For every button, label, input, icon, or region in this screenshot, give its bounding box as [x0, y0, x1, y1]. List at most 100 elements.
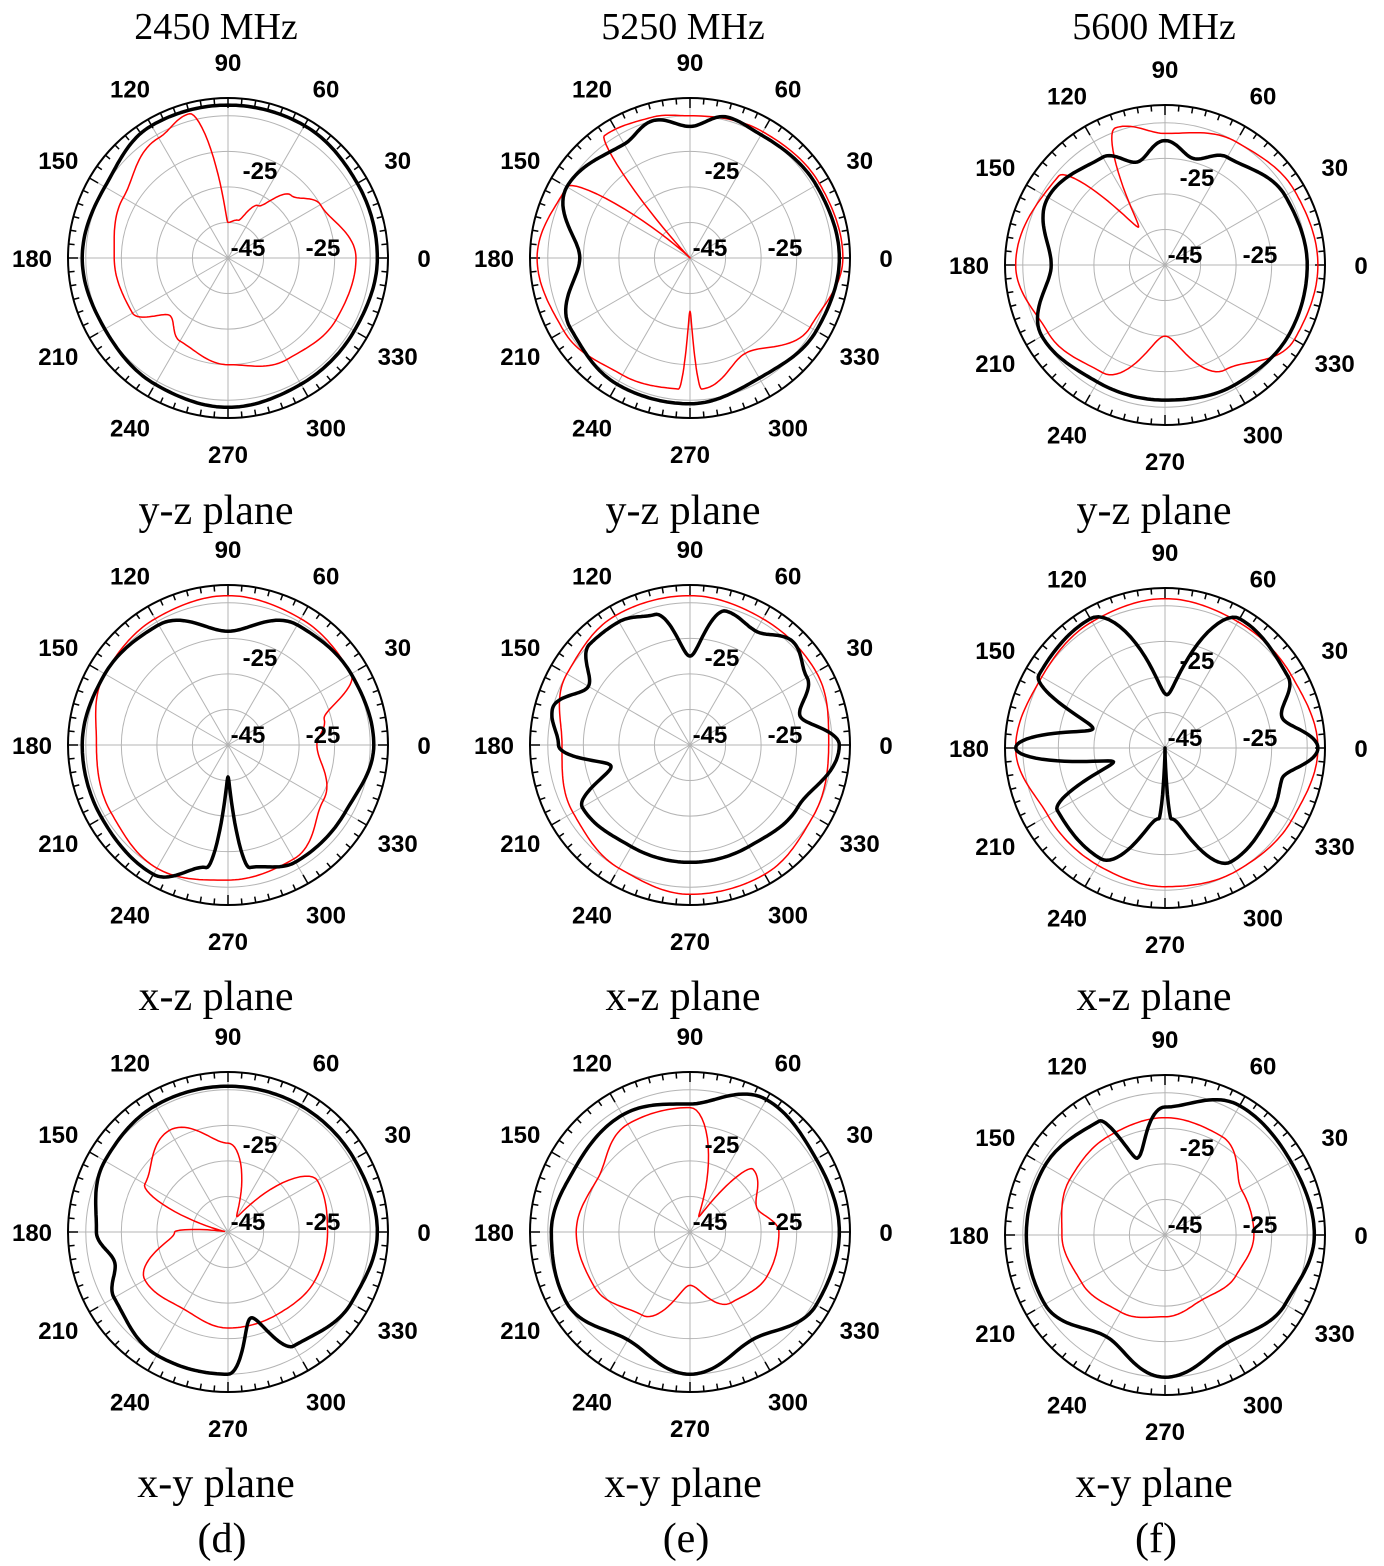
- plane-label-xz-2: x-z plane: [605, 974, 760, 1020]
- angle-tick: [1290, 1142, 1297, 1148]
- angle-label-90: 90: [677, 1024, 704, 1051]
- series-thin-red: [142, 1126, 329, 1329]
- angle-tick: [1041, 846, 1048, 852]
- grid-spoke: [1084, 1096, 1166, 1236]
- angle-tick: [741, 402, 746, 409]
- angle-tick: [544, 189, 551, 194]
- angle-tick: [302, 874, 309, 884]
- angle-tick: [124, 862, 130, 869]
- angle-tick: [1150, 1388, 1153, 1395]
- angle-tick: [834, 796, 841, 801]
- angle-tick: [702, 898, 705, 905]
- angle-label-300: 300: [306, 903, 346, 930]
- angle-tick: [777, 1100, 783, 1107]
- angle-tick: [1273, 1343, 1279, 1349]
- angle-tick: [535, 784, 542, 788]
- series-thick-black: [561, 114, 842, 406]
- angle-tick: [135, 870, 141, 877]
- angle-tick: [647, 1380, 651, 1387]
- ring-label: -25: [1243, 242, 1278, 269]
- angle-label-210: 210: [975, 834, 1015, 861]
- angle-tick: [551, 819, 561, 826]
- angle-tick: [376, 1271, 383, 1275]
- ring-label: -45: [693, 1209, 728, 1236]
- angle-tick: [1313, 304, 1320, 308]
- angle-tick: [1007, 1261, 1014, 1264]
- angle-tick: [213, 1385, 216, 1392]
- angle-tick: [647, 103, 651, 110]
- angle-label-30: 30: [846, 1122, 873, 1149]
- angle-tick: [764, 874, 771, 884]
- angle-tick: [135, 1100, 141, 1107]
- angle-tick: [302, 606, 309, 616]
- angle-tick: [1229, 1374, 1234, 1381]
- angle-tick: [172, 889, 177, 896]
- angle-tick: [741, 107, 746, 114]
- angle-label-150: 150: [500, 635, 540, 662]
- grid-spoke: [1084, 126, 1166, 266]
- angle-label-120: 120: [110, 563, 150, 590]
- angle-tick: [240, 1072, 243, 1079]
- angle-tick: [1263, 865, 1269, 872]
- angle-tick: [1096, 602, 1101, 609]
- outer-ring: [529, 584, 851, 906]
- angle-tick: [558, 652, 565, 658]
- angle-tick: [73, 215, 80, 219]
- angle-tick: [135, 613, 141, 620]
- angle-tick: [381, 1217, 388, 1220]
- angle-tick: [279, 107, 284, 114]
- angle-tick: [70, 229, 77, 232]
- angle-tick: [96, 832, 103, 838]
- angle-tick: [1005, 1247, 1012, 1250]
- ring-label: -25: [768, 235, 803, 262]
- plane-label-yz-3: y-z plane: [1076, 488, 1231, 534]
- angle-label-270: 270: [208, 1416, 248, 1443]
- angle-tick: [73, 784, 80, 788]
- angle-tick: [597, 870, 603, 877]
- angle-tick: [326, 621, 332, 628]
- ring-label: -25: [1180, 648, 1215, 675]
- angle-tick: [1239, 1364, 1246, 1374]
- angle-tick: [73, 1271, 80, 1275]
- angle-label-90: 90: [1152, 1027, 1179, 1054]
- angle-tick: [1309, 1286, 1316, 1291]
- polar-plot-8: 0 30 60 90 120 150 180 210 240 270 300 330 -45 -25 -25: [474, 1024, 893, 1443]
- angle-tick: [807, 356, 814, 362]
- angle-tick: [213, 898, 216, 905]
- grid-spoke: [689, 664, 829, 746]
- angle-tick: [621, 397, 626, 404]
- ring-label: -45: [1168, 242, 1203, 269]
- angle-tick: [1019, 1299, 1026, 1304]
- ring-label: -45: [231, 1209, 266, 1236]
- angle-tick: [815, 652, 822, 658]
- angle-label-240: 240: [110, 416, 150, 443]
- angle-label-180: 180: [949, 736, 989, 763]
- angle-tick: [1294, 339, 1304, 346]
- grid-spoke: [227, 664, 367, 746]
- grid-spoke: [689, 119, 771, 259]
- angle-tick: [357, 664, 367, 671]
- angle-tick: [551, 332, 561, 339]
- angle-label-330: 330: [840, 831, 880, 858]
- angle-tick: [729, 406, 733, 413]
- angle-tick: [1229, 602, 1234, 609]
- polar-plot-6: 0 30 60 90 120 150 180 210 240 270 300 330 -45 -25 -25: [949, 540, 1368, 959]
- angle-tick: [558, 1319, 565, 1325]
- angle-tick: [240, 898, 243, 905]
- ring-label: -45: [693, 235, 728, 262]
- angle-tick: [1177, 1075, 1180, 1082]
- angle-tick: [1033, 1322, 1040, 1328]
- angle-tick: [124, 1108, 130, 1115]
- angle-tick: [1136, 1386, 1139, 1393]
- angle-tick: [1191, 590, 1194, 597]
- angle-tick: [114, 1118, 120, 1124]
- angle-tick: [1304, 1299, 1311, 1304]
- grid-spoke: [689, 257, 771, 397]
- angle-tick: [1014, 1179, 1021, 1184]
- angle-tick: [379, 1258, 386, 1261]
- angle-label-300: 300: [768, 1390, 808, 1417]
- angle-tick: [558, 165, 565, 171]
- grid-spoke: [1164, 1234, 1304, 1316]
- angle-tick: [1304, 329, 1311, 334]
- grid-spoke: [551, 664, 691, 746]
